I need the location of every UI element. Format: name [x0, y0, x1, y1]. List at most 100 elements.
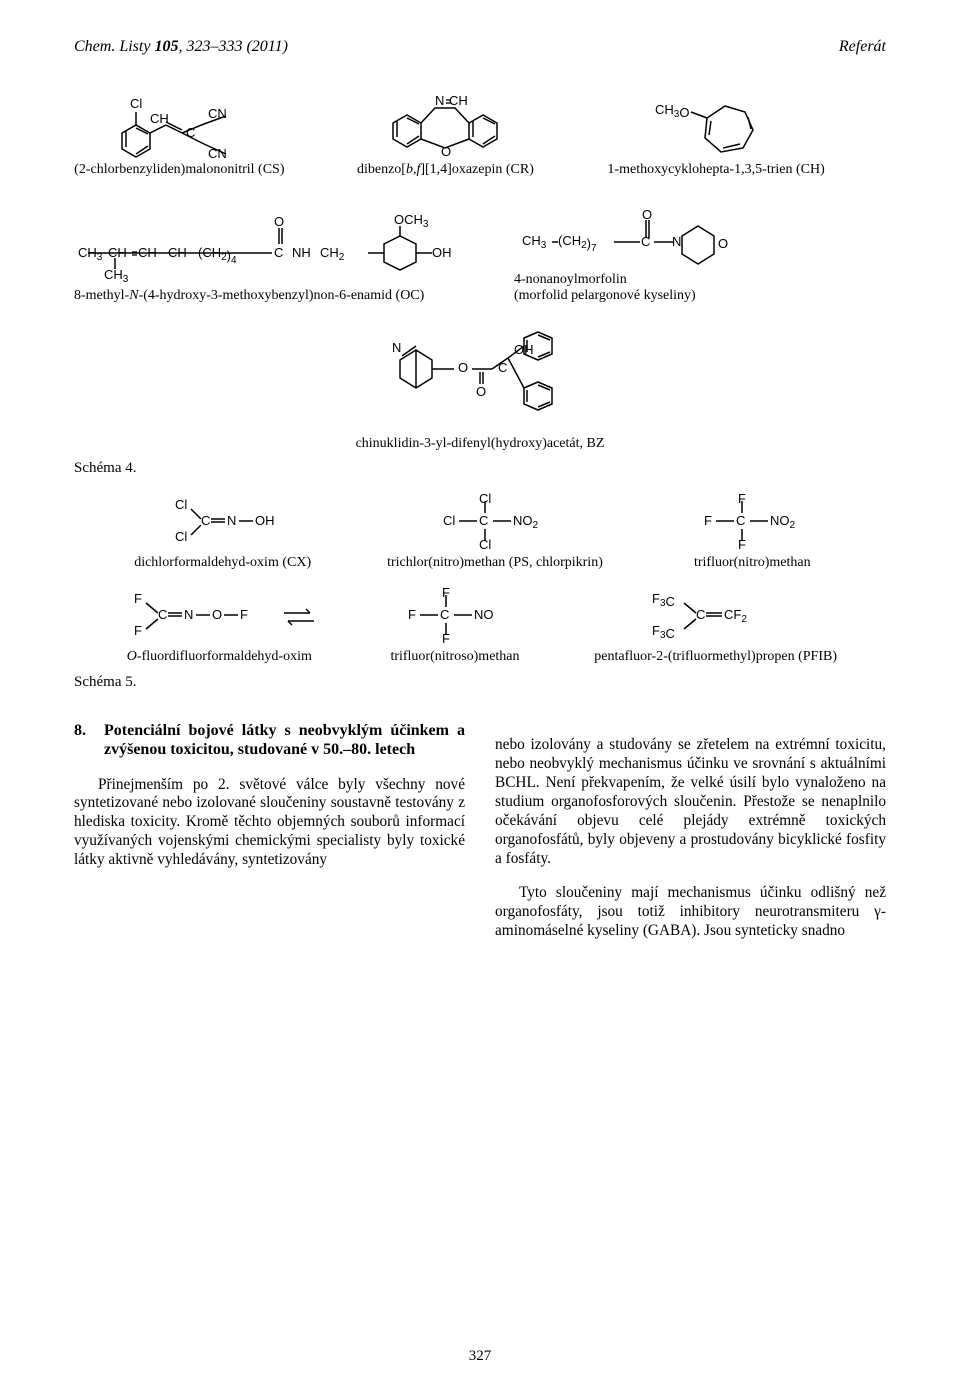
svg-text:C: C: [641, 234, 650, 249]
journal-name: Chem. Listy: [74, 38, 154, 55]
svg-text:F: F: [738, 491, 746, 506]
svg-text:CH: CH: [108, 245, 127, 260]
section8-left-para: Přinejmenším po 2. světové válce byly vš…: [74, 776, 465, 871]
svg-text:O: O: [476, 384, 486, 399]
right-column: nebo izolovány a studovány se zřetelem n…: [495, 721, 886, 941]
struct-ps: Cl C Cl Cl NO2: [425, 491, 565, 551]
svg-text:Cl: Cl: [479, 537, 491, 551]
svg-text:OH: OH: [514, 342, 534, 357]
journal-pages: , 323–333 (2011): [178, 38, 287, 55]
svg-text:CH3O: CH3O: [655, 102, 689, 120]
svg-text:CH: CH: [150, 111, 169, 126]
svg-text:N: N: [227, 513, 236, 528]
caption-ch: 1-methoxycyklohepta-1,3,5-trien (CH): [607, 162, 824, 178]
svg-text:F: F: [704, 513, 712, 528]
compound-pfib: F3C F3C C CF2 pentafluor-2-(trifluormeth…: [576, 585, 856, 665]
svg-text:O: O: [274, 214, 284, 229]
compound-cr: N CH O dibenzo[b,f][1,4]oxazepin (CR): [345, 78, 547, 178]
svg-text:F: F: [442, 631, 450, 645]
page-number: 327: [0, 1348, 960, 1365]
svg-text:CH3: CH3: [78, 245, 103, 263]
header-section: Referát: [839, 38, 886, 56]
svg-text:NO2: NO2: [513, 513, 539, 531]
struct-ch: CH3O: [651, 78, 781, 158]
svg-text:CH: CH: [449, 93, 468, 108]
compound-morfolin: CH3 (CH2)7 C O N O 4-nonanoylmorfolin (m…: [514, 198, 814, 304]
svg-text:C: C: [274, 245, 283, 260]
scheme5-label: Schéma 5.: [74, 674, 886, 691]
journal-ref: Chem. Listy 105, 323–333 (2011): [74, 38, 288, 56]
svg-text:O: O: [458, 360, 468, 375]
svg-text:N: N: [672, 234, 681, 249]
page-header: Chem. Listy 105, 323–333 (2011) Referát: [74, 38, 886, 56]
compound-of-oxim: F F C N O F O-fluordifluorformalde: [104, 585, 334, 665]
svg-text:O: O: [718, 236, 728, 251]
svg-text:C: C: [186, 125, 195, 140]
scheme5-row2: F F C N O F O-fluordifluorformalde: [74, 585, 886, 665]
svg-text:C: C: [479, 513, 488, 528]
compound-cf3no2: F C F F NO2 trifluor(nitro)methan: [662, 491, 842, 571]
equilibrium-arrows-icon: [280, 603, 318, 631]
svg-text:OH: OH: [255, 513, 275, 528]
svg-text:F: F: [134, 623, 142, 638]
svg-text:Cl: Cl: [175, 497, 187, 512]
section8-number: 8.: [74, 721, 104, 761]
svg-text:C: C: [736, 513, 745, 528]
body-columns: 8. Potenciální bojové látky s neobvyklým…: [74, 721, 886, 941]
scheme4-row1: Cl CH C CN CN (2-chlorbenzyliden)malonon…: [74, 78, 886, 178]
svg-text:O: O: [642, 207, 652, 222]
compound-oc: CH3 CH CH CH (CH2)4 C O NH CH2 OCH3 OH C…: [74, 204, 474, 304]
caption-cx: dichlorformaldehyd-oxim (CX): [134, 555, 311, 571]
svg-text:OCH3: OCH3: [394, 212, 429, 230]
scheme4-row3: N O O C OH chinuklidin-3-yl-difenyl(hydr…: [74, 322, 886, 452]
scheme5-row1: Cl Cl C N OH dichlorformaldehyd-oxim (CX…: [74, 491, 886, 571]
struct-of-oxim: F F C N O F: [120, 585, 280, 645]
journal-volume: 105: [154, 38, 178, 55]
compound-cx: Cl Cl C N OH dichlorformaldehyd-oxim (CX…: [118, 491, 328, 571]
svg-text:F: F: [134, 591, 142, 606]
struct-cx: Cl Cl C N OH: [153, 491, 293, 551]
caption-cf3no2: trifluor(nitro)methan: [694, 555, 811, 571]
svg-text:NO: NO: [474, 607, 494, 622]
caption-cs: (2-chlorbenzyliden)malononitril (CS): [74, 162, 284, 178]
compound-ch: CH3O 1-methoxycyklohepta-1,3,5-trien (CH…: [606, 78, 826, 178]
scheme4-row2: CH3 CH CH CH (CH2)4 C O NH CH2 OCH3 OH C…: [74, 198, 886, 304]
caption-cr: dibenzo[b,f][1,4]oxazepin (CR): [357, 162, 534, 178]
compound-bz: N O O C OH chinuklidin-3-yl-difenyl(hydr…: [330, 322, 630, 452]
svg-text:F: F: [442, 585, 450, 600]
svg-text:C: C: [498, 360, 507, 375]
svg-text:CN: CN: [208, 146, 227, 158]
scheme4-label: Schéma 4.: [74, 460, 886, 477]
section8-right-para2: Tyto sloučeniny mají mechanismus účinku …: [495, 884, 886, 941]
struct-bz: N O O C OH: [380, 322, 580, 432]
struct-cf3no2: F C F F NO2: [682, 491, 822, 551]
svg-text:(CH2)4: (CH2)4: [198, 245, 237, 266]
caption-bz: chinuklidin-3-yl-difenyl(hydroxy)acetát,…: [356, 436, 605, 452]
svg-text:F: F: [738, 537, 746, 551]
struct-cr: N CH O: [375, 78, 515, 158]
caption-morfolin: 4-nonanoylmorfolin (morfolid pelargonové…: [514, 272, 696, 304]
svg-text:CH2: CH2: [320, 245, 345, 263]
svg-text:Cl: Cl: [443, 513, 455, 528]
svg-text:N: N: [392, 340, 401, 355]
svg-text:Cl: Cl: [175, 529, 187, 544]
svg-text:CH: CH: [168, 245, 187, 260]
svg-text:C: C: [201, 513, 210, 528]
svg-text:CH3: CH3: [104, 267, 129, 284]
svg-text:N: N: [184, 607, 193, 622]
struct-oc: CH3 CH CH CH (CH2)4 C O NH CH2 OCH3 OH C…: [74, 204, 474, 284]
section8-heading: 8. Potenciální bojové látky s neobvyklým…: [74, 721, 465, 761]
struct-cs: Cl CH C CN CN: [104, 78, 254, 158]
svg-text:NH: NH: [292, 245, 311, 260]
caption-ps: trichlor(nitro)methan (PS, chlorpikrin): [387, 555, 603, 571]
svg-text:O: O: [441, 144, 451, 158]
svg-text:CH: CH: [138, 245, 157, 260]
svg-text:N: N: [435, 93, 444, 108]
svg-text:C: C: [696, 607, 705, 622]
svg-text:Cl: Cl: [479, 491, 491, 506]
left-column: 8. Potenciální bojové látky s neobvyklým…: [74, 721, 465, 941]
struct-pfib: F3C F3C C CF2: [636, 585, 796, 645]
svg-text:CH3: CH3: [522, 233, 547, 251]
caption-pfib: pentafluor-2-(trifluormethyl)propen (PFI…: [594, 649, 837, 665]
svg-text:CN: CN: [208, 106, 227, 121]
